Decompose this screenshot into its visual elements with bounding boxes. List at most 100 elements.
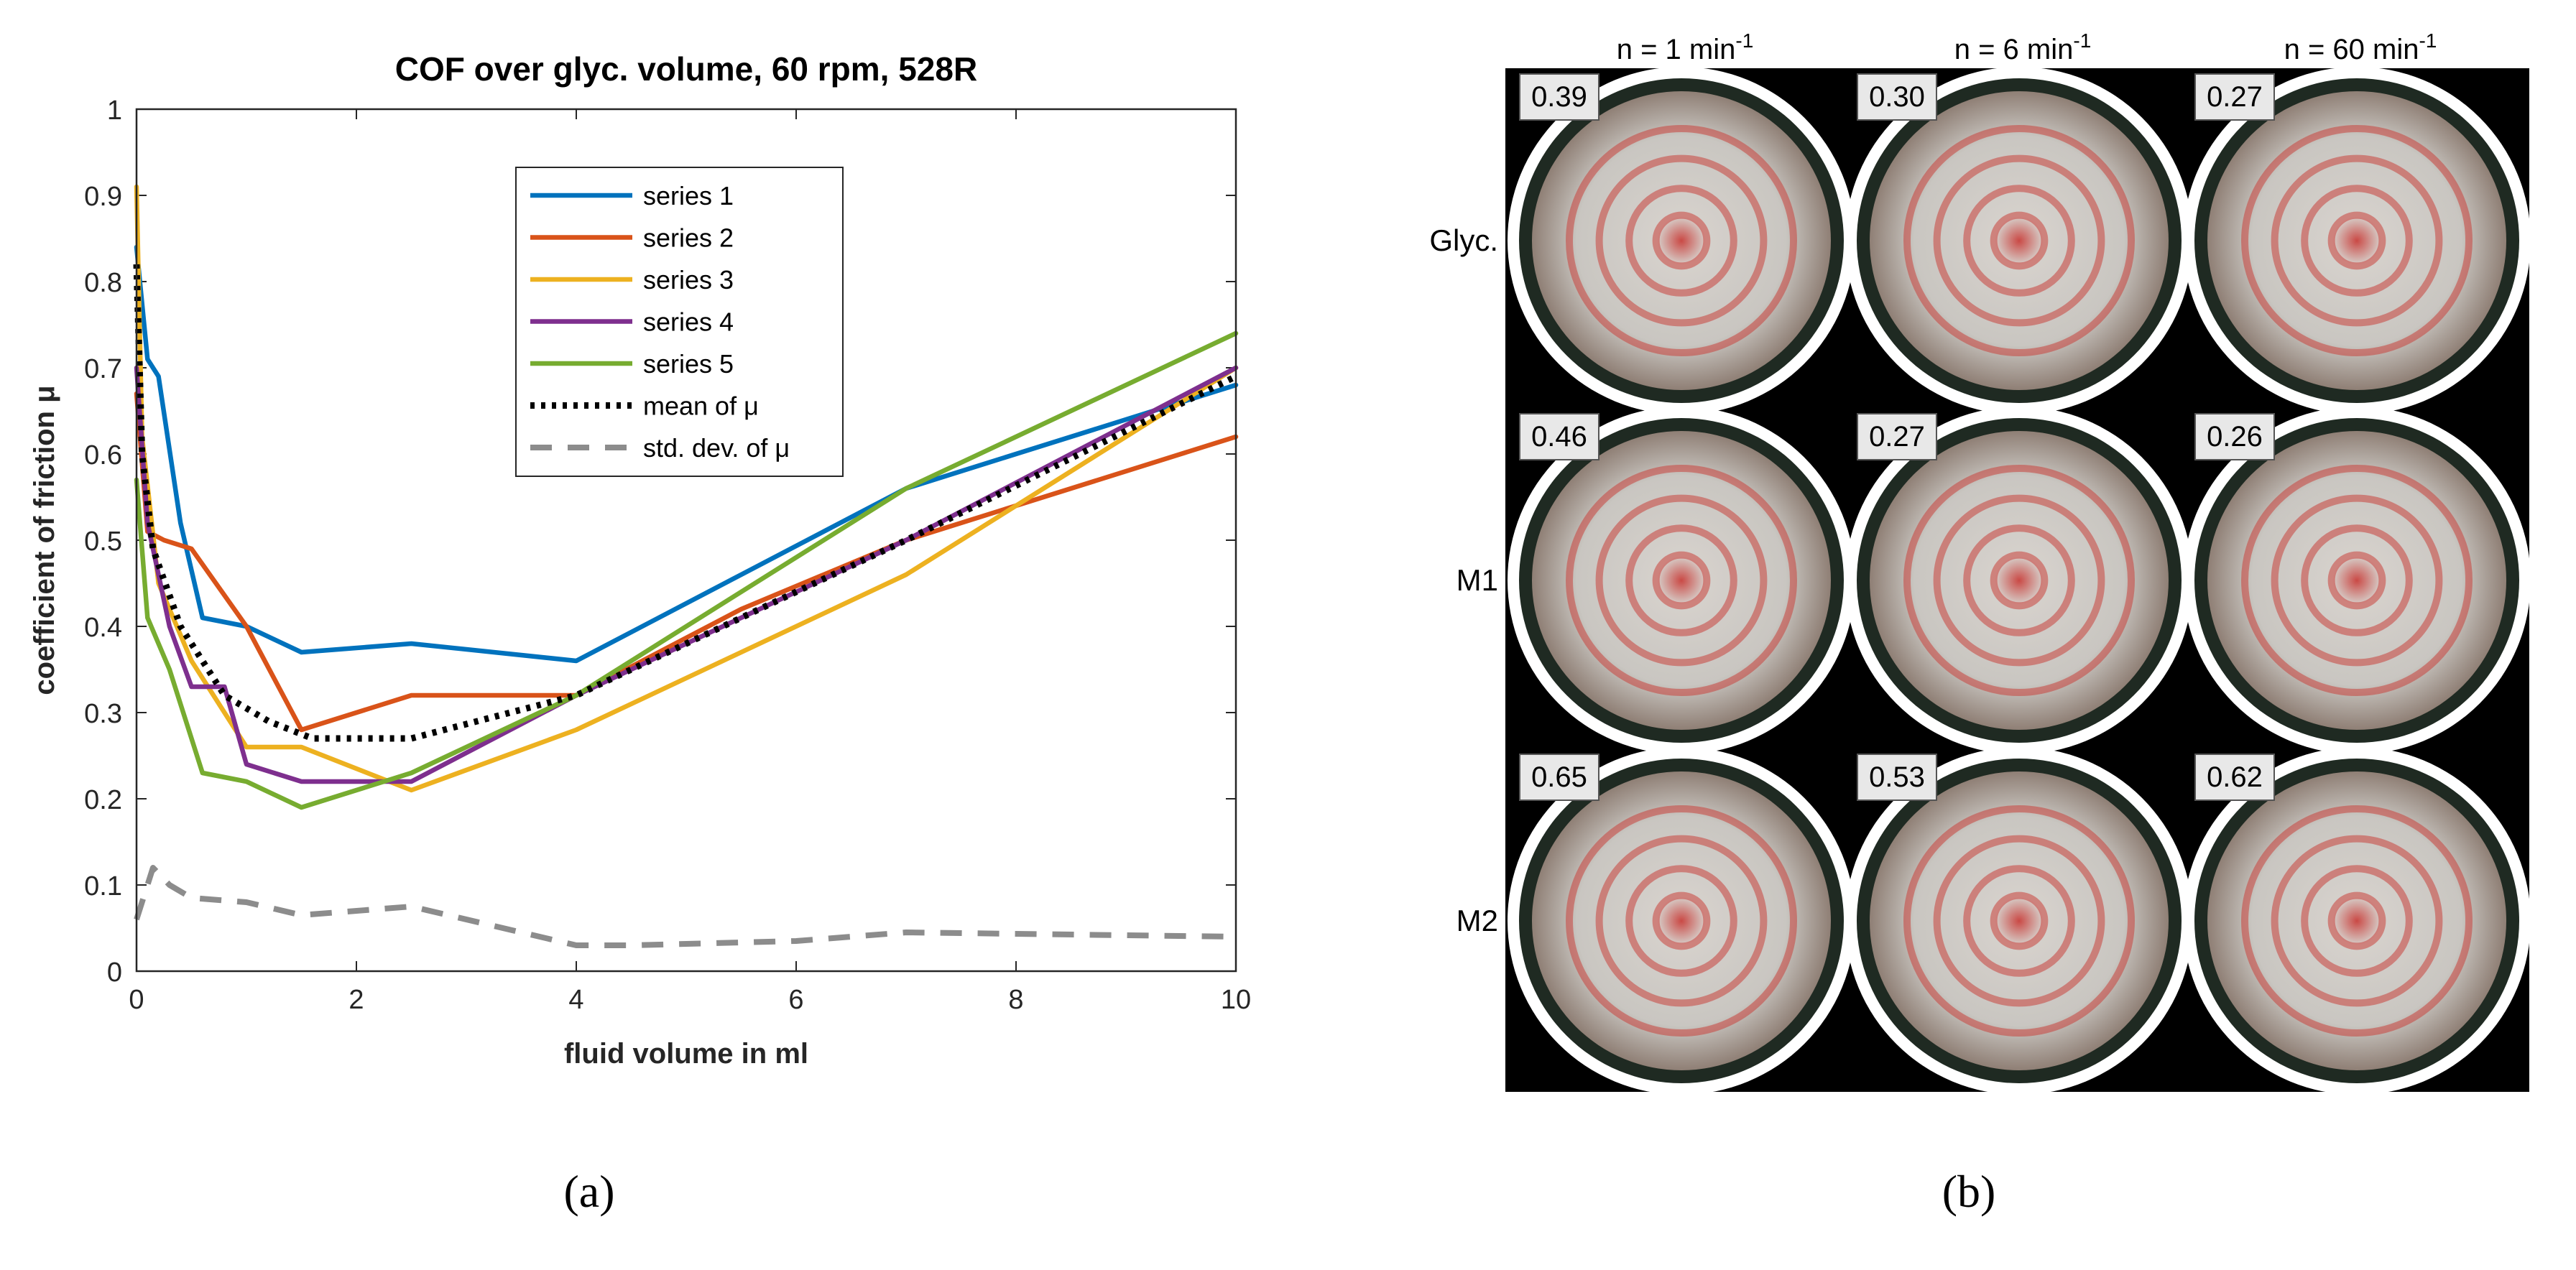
plot-frame bbox=[135, 108, 1237, 973]
panel-label-a: (a) bbox=[563, 1166, 614, 1217]
wear-ring bbox=[2241, 125, 2473, 356]
wear-ring bbox=[1566, 125, 1797, 356]
cof-value-label: 0.27 bbox=[1869, 421, 1925, 453]
cof-value-label: 0.39 bbox=[1531, 81, 1587, 113]
wear-ring bbox=[1963, 185, 2075, 297]
y-axis-label: coefficient of friction μ bbox=[29, 385, 60, 695]
cof-value-label: 0.53 bbox=[1869, 761, 1925, 793]
legend-label: mean of μ bbox=[643, 391, 759, 421]
y-tick-label: 0.3 bbox=[84, 699, 122, 729]
wear-center bbox=[2332, 216, 2381, 265]
x-axis-label: fluid volume in ml bbox=[564, 1038, 808, 1070]
wear-ring bbox=[1652, 891, 1711, 950]
wear-ring bbox=[1933, 835, 2105, 1007]
cof-value-label: 0.30 bbox=[1869, 81, 1925, 113]
cof-value-box bbox=[1519, 73, 1599, 121]
sample-well: 0.62 bbox=[2183, 747, 2531, 1095]
y-tick-label: 0.4 bbox=[84, 613, 122, 643]
series-line-5 bbox=[134, 330, 1239, 810]
wear-ring bbox=[2301, 524, 2413, 636]
cof-value-box bbox=[2194, 754, 2275, 801]
cof-value-box bbox=[2194, 73, 2275, 121]
wear-ring bbox=[2271, 494, 2443, 667]
wear-ring bbox=[2241, 465, 2473, 696]
wear-center bbox=[1657, 896, 1706, 945]
cof-value-box bbox=[1857, 754, 1937, 801]
wear-ring bbox=[2301, 185, 2413, 297]
wear-ring bbox=[2271, 835, 2443, 1007]
y-tick-label: 0.5 bbox=[84, 527, 122, 557]
column-header: n = 60 min-1 bbox=[2284, 29, 2437, 65]
series-line-6 bbox=[133, 264, 1238, 742]
wear-ring bbox=[1625, 524, 1737, 636]
cof-value-box bbox=[2194, 413, 2275, 460]
wear-ring bbox=[1566, 805, 1797, 1037]
wear-ring bbox=[1963, 865, 2075, 977]
wear-ring bbox=[1933, 494, 2105, 667]
wear-ring bbox=[1566, 465, 1797, 696]
wear-center bbox=[1995, 216, 2044, 265]
x-tick-label: 0 bbox=[129, 985, 144, 1015]
wear-ring bbox=[1903, 805, 2135, 1037]
column-header: n = 1 min-1 bbox=[1617, 29, 1754, 65]
wear-ring bbox=[1990, 211, 2049, 270]
column-headers: n = 1 min-1 n = 6 min-1 n = 60 min-1 bbox=[1617, 29, 2437, 65]
sample-well: 0.39 bbox=[1508, 67, 1855, 414]
cof-value-label: 0.46 bbox=[1531, 421, 1587, 453]
y-tick-label: 0.2 bbox=[84, 785, 122, 815]
wear-center bbox=[1657, 216, 1706, 265]
wear-ring bbox=[2241, 805, 2473, 1037]
wear-ring bbox=[1625, 185, 1737, 297]
sample-well: 0.26 bbox=[2183, 407, 2531, 754]
chart-panel-a: COF over glyc. volume, 60 rpm, 528R 0 0.1… bbox=[29, 50, 1251, 1217]
wear-ring bbox=[1625, 865, 1737, 977]
sample-well: 0.27 bbox=[2183, 67, 2531, 414]
cof-value-label: 0.26 bbox=[2207, 421, 2263, 453]
legend-label: series 3 bbox=[643, 265, 734, 295]
y-tick-label: 0.6 bbox=[84, 440, 122, 471]
wear-ring bbox=[1990, 551, 2049, 610]
legend-label: std. dev. of μ bbox=[643, 433, 790, 463]
wear-ring bbox=[2301, 865, 2413, 977]
x-tick-label: 6 bbox=[788, 985, 803, 1015]
series-lines bbox=[133, 184, 1239, 948]
sample-well: 0.65 bbox=[1508, 747, 1855, 1095]
wear-ring bbox=[1903, 465, 2135, 696]
cof-value-box bbox=[1857, 413, 1937, 460]
sample-well: 0.53 bbox=[1845, 747, 2193, 1095]
wear-ring bbox=[2271, 154, 2443, 327]
wear-center bbox=[2332, 556, 2381, 605]
x-tick-label: 2 bbox=[348, 985, 364, 1015]
wear-center bbox=[1657, 556, 1706, 605]
wear-ring bbox=[1595, 154, 1768, 327]
series-line-1 bbox=[134, 244, 1239, 664]
x-tick-label: 4 bbox=[568, 985, 583, 1015]
row-label: M2 bbox=[1456, 904, 1498, 937]
legend-label: series 2 bbox=[643, 223, 734, 253]
photo-panel-b: n = 1 min-1 n = 6 min-1 n = 60 min-1 Glyc.… bbox=[1429, 29, 2531, 1217]
legend-label: series 5 bbox=[643, 349, 734, 379]
series-line-2 bbox=[134, 391, 1239, 733]
wear-center bbox=[1995, 896, 2044, 945]
cof-value-label: 0.62 bbox=[2207, 761, 2263, 793]
wear-ring bbox=[2327, 211, 2386, 270]
y-tick-label: 0 bbox=[107, 958, 122, 988]
y-tick-label: 1 bbox=[107, 96, 122, 126]
y-tick-label: 0.7 bbox=[84, 354, 122, 384]
wear-ring bbox=[1652, 551, 1711, 610]
row-label: Glyc. bbox=[1429, 223, 1498, 257]
chart-title: COF over glyc. volume, 60 rpm, 528R bbox=[395, 50, 977, 88]
y-tick-label: 0.8 bbox=[84, 268, 122, 298]
cof-value-box bbox=[1857, 73, 1937, 121]
wear-ring bbox=[2327, 551, 2386, 610]
x-tick-label: 10 bbox=[1221, 985, 1251, 1015]
wear-ring bbox=[1933, 154, 2105, 327]
cof-value-label: 0.27 bbox=[2207, 81, 2263, 113]
y-axis-ticks: 0 0.1 0.2 0.3 0.4 0.5 0.6 0.7 0.8 0.9 1 bbox=[84, 96, 1236, 988]
wear-ring bbox=[2327, 891, 2386, 950]
legend: series 1 series 2 series 3 series 4 series 5… bbox=[515, 167, 844, 477]
wear-ring bbox=[1595, 835, 1768, 1007]
series-line-3 bbox=[134, 184, 1239, 793]
cof-value-label: 0.65 bbox=[1531, 761, 1587, 793]
